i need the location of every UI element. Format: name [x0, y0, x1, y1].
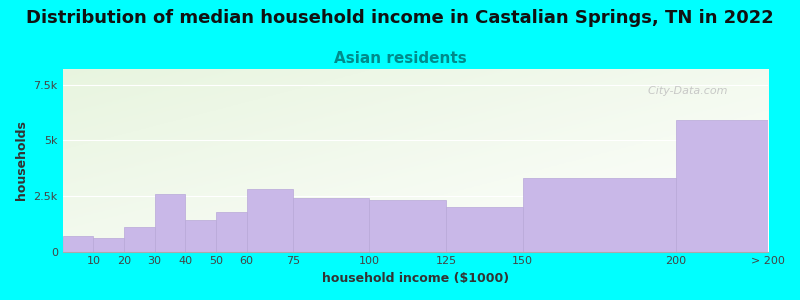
Bar	[216, 212, 246, 252]
Bar	[62, 236, 94, 252]
X-axis label: household income ($1000): household income ($1000)	[322, 272, 509, 285]
Y-axis label: households: households	[15, 120, 28, 200]
Bar	[154, 194, 186, 252]
Bar	[522, 178, 676, 252]
Text: Distribution of median household income in Castalian Springs, TN in 2022: Distribution of median household income …	[26, 9, 774, 27]
Bar	[446, 207, 522, 252]
Text: Asian residents: Asian residents	[334, 51, 466, 66]
Bar	[124, 227, 154, 252]
Bar	[676, 120, 768, 252]
Bar	[246, 189, 293, 252]
Bar	[186, 220, 216, 252]
Bar	[94, 238, 124, 252]
Bar	[370, 200, 446, 252]
Text: City-Data.com: City-Data.com	[641, 86, 727, 96]
Bar	[293, 198, 370, 252]
